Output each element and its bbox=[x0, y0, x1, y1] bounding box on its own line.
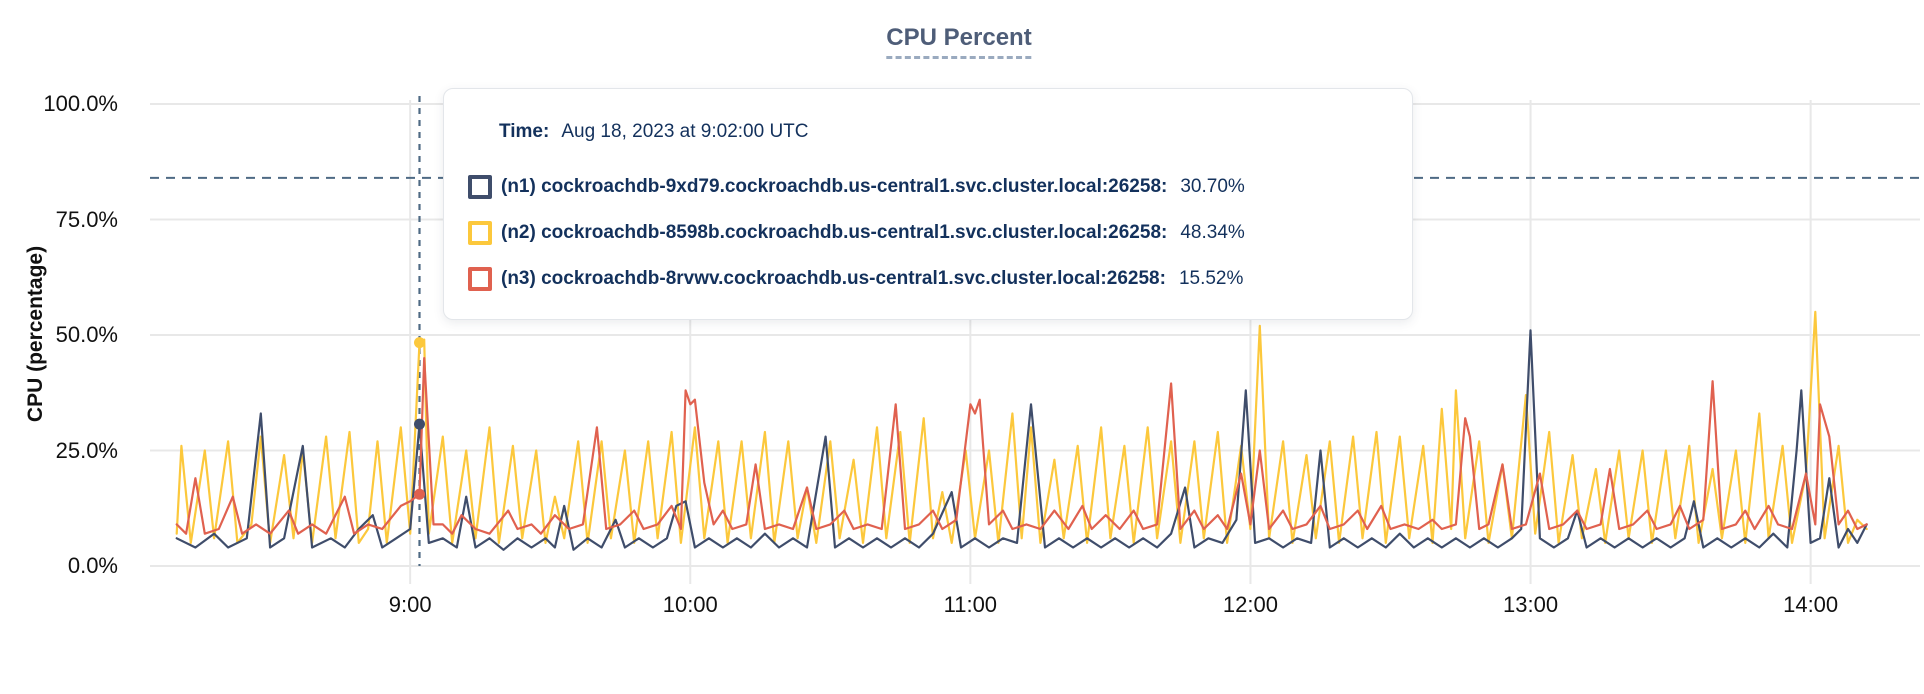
x-tick-label: 13:00 bbox=[1503, 592, 1559, 617]
x-tick-label: 14:00 bbox=[1783, 592, 1839, 617]
tooltip-series-n3-label: (n3) cockroachdb-8rvwv.cockroachdb.us-ce… bbox=[501, 268, 1166, 289]
x-tick-label: 12:00 bbox=[1222, 592, 1278, 617]
y-tick-label: 25.0% bbox=[55, 437, 118, 463]
series-n1-line bbox=[175, 329, 1868, 551]
series-n3-color-swatch-icon bbox=[468, 267, 492, 291]
series-n3-line bbox=[175, 357, 1868, 535]
series-n2-line bbox=[175, 310, 1868, 544]
tooltip-series-row-n1: (n1) cockroachdb-9xd79.cockroachdb.us-ce… bbox=[468, 164, 1388, 210]
x-tick-label: 11:00 bbox=[943, 592, 998, 617]
y-tick-label: 100.0% bbox=[43, 91, 118, 116]
x-tick-label: 10:00 bbox=[662, 592, 718, 617]
crosshair-dot-n1 bbox=[413, 418, 425, 430]
tooltip-series-n2-value: 48.34% bbox=[1180, 222, 1245, 243]
y-tick-label: 50.0% bbox=[55, 322, 118, 347]
chart-tooltip: Time: Aug 18, 2023 at 9:02:00 UTC (n1) c… bbox=[443, 88, 1413, 320]
tooltip-time-row: Time: Aug 18, 2023 at 9:02:00 UTC bbox=[499, 119, 1388, 145]
tooltip-series-row-n2: (n2) cockroachdb-8598b.cockroachdb.us-ce… bbox=[468, 210, 1388, 256]
tooltip-series-row-n3: (n3) cockroachdb-8rvwv.cockroachdb.us-ce… bbox=[468, 256, 1388, 302]
chart-title[interactable]: CPU Percent bbox=[886, 24, 1032, 59]
tooltip-series-n1-label: (n1) cockroachdb-9xd79.cockroachdb.us-ce… bbox=[501, 176, 1168, 197]
tooltip-series-n3-value: 15.52% bbox=[1178, 268, 1244, 289]
crosshair-dot-n3 bbox=[413, 488, 425, 500]
y-tick-label: 0.0% bbox=[67, 553, 118, 578]
crosshair-dot-n2 bbox=[413, 337, 425, 349]
tooltip-series-n1-value: 30.70% bbox=[1180, 176, 1245, 197]
series-n2-color-swatch-icon bbox=[468, 221, 492, 245]
x-tick-label: 9:00 bbox=[388, 592, 432, 617]
series-n1-color-swatch-icon bbox=[468, 175, 492, 199]
y-tick-label: 75.0% bbox=[55, 206, 118, 232]
tooltip-time-label: Time: bbox=[499, 121, 550, 142]
tooltip-series-n2-label: (n2) cockroachdb-8598b.cockroachdb.us-ce… bbox=[501, 222, 1168, 243]
tooltip-time-value: Aug 18, 2023 at 9:02:00 UTC bbox=[561, 121, 809, 142]
